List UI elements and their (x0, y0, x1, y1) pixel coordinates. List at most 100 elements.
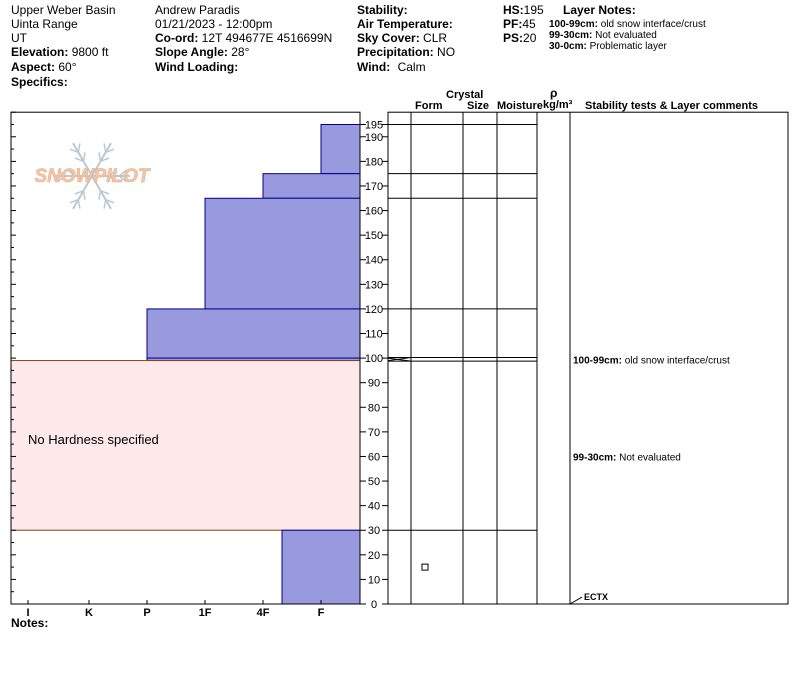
layer-note-2: 99-30cm: Not evaluated (549, 30, 657, 41)
sky-label: Sky Cover: (357, 31, 420, 45)
location: Upper Weber Basin (11, 3, 116, 17)
elevation-value: 9800 ft (71, 45, 109, 59)
ps: PS:20 (503, 31, 536, 45)
hardness-axis: I K P 1F 4F F (26, 600, 325, 619)
aspect: Aspect: 60° (11, 60, 77, 74)
hardness-tick-label: F (318, 607, 325, 619)
precip-label: Precipitation: (357, 45, 434, 59)
layer-note-text: Problematic layer (589, 41, 667, 52)
layer-note-range: 99-30cm: (549, 30, 593, 41)
pf-value: 45 (522, 17, 536, 31)
snowflake-branch (82, 152, 86, 162)
crystal-marker (421, 563, 429, 571)
snowpilot-logo: SNOWPILOT (34, 142, 151, 210)
elevation: Elevation: 9800 ft (11, 45, 108, 59)
wind: Wind: Calm (357, 60, 426, 74)
snowflake-arm (72, 142, 93, 177)
slope-value: 28° (231, 45, 250, 59)
axis-tick-label: 20 (368, 550, 380, 562)
rho-header: ρ (550, 86, 558, 100)
no-hardness-layer (10, 360, 361, 531)
snowflake-branch (82, 190, 86, 200)
hs-value: 195 (523, 3, 544, 17)
form-header: Form (415, 100, 443, 112)
hardness-bar (262, 173, 361, 199)
snowflake-branch (118, 169, 127, 177)
snowflake-branch (103, 199, 107, 209)
aspect-value: 60° (58, 60, 77, 74)
layer-note-range: 100-99cm: (549, 19, 598, 30)
snowflake-arm (72, 175, 93, 210)
logo-text: SNOWPILOT (34, 166, 150, 187)
datetime: 01/21/2023 - 12:00pm (155, 17, 273, 31)
hardness-bar (146, 308, 361, 359)
range: Uinta Range (11, 17, 78, 31)
snowflake-branch (100, 190, 110, 195)
axis-tick-label: 140 (365, 255, 383, 267)
snowflake-arm (91, 175, 112, 210)
axis-tick-label: 30 (368, 525, 380, 537)
snowflake-branch (77, 143, 81, 153)
moisture-header: Moisture (497, 100, 543, 112)
snowflake-branch (105, 148, 115, 154)
axis-tick-label: 10 (368, 574, 380, 586)
axis-tick-label: 190 (365, 132, 383, 144)
hardness-bar (320, 123, 361, 175)
snowflake-branch (105, 198, 115, 204)
axis-tick-label: 50 (368, 476, 380, 488)
wind-loading-label: Wind Loading: (155, 60, 239, 74)
snowflake-branch (69, 148, 79, 154)
layer-comment: 99-30cm: Not evaluated (573, 452, 681, 463)
hardness-tick-label: 1F (199, 607, 212, 619)
axis-tick-label: 110 (365, 329, 383, 341)
ps-label: PS: (503, 31, 524, 45)
axis-tick-label: 160 (365, 206, 383, 218)
hardness-bar (204, 197, 361, 310)
observer: Andrew Paradis (155, 3, 240, 17)
axis-tick-label: 0 (371, 599, 377, 611)
snowflake-branch (77, 199, 81, 209)
crystal-header: Crystal (446, 89, 484, 101)
axis-tick-label: 130 (365, 279, 383, 291)
snowflake-branch (118, 175, 127, 183)
snowflake-branch (57, 175, 66, 183)
wind-label: Wind: (357, 60, 391, 74)
axis-tick-label: 120 (365, 304, 383, 316)
axis-tick-label: 40 (368, 501, 380, 513)
aspect-label: Aspect: (11, 60, 56, 74)
sky-cover: Sky Cover: CLR (357, 31, 447, 45)
ps-value: 20 (523, 31, 537, 45)
snowflake-branch (100, 157, 110, 162)
hardness-tick-label: 4F (257, 607, 270, 619)
snowflake-branch (57, 169, 66, 177)
snowflake-branch (98, 152, 102, 162)
size-header: Size (467, 100, 490, 112)
slope: Slope Angle: 28° (155, 45, 249, 59)
stability-label: Stability: (357, 3, 408, 17)
hs-label: HS: (503, 3, 524, 17)
layer-note-range: 30-0cm: (549, 41, 587, 52)
density-unit-header: kg/m³ (543, 99, 573, 111)
layer-connector (387, 357, 412, 362)
layer-note-text: old snow interface/crust (600, 19, 706, 30)
axis-tick-label: 80 (368, 402, 380, 414)
specifics-label: Specifics: (11, 75, 68, 89)
layer-note-text: Not evaluated (595, 30, 657, 41)
layer-note-1: 100-99cm: old snow interface/crust (549, 19, 706, 30)
state: UT (11, 31, 27, 45)
pf: PF:45 (503, 17, 536, 31)
hs: HS:195 (503, 3, 544, 17)
coord: Co-ord: 12T 494677E 4516699N (155, 31, 332, 45)
axis-tick-label: 70 (368, 427, 380, 439)
snowflake-branch (67, 169, 76, 177)
coord-label: Co-ord: (155, 31, 199, 45)
wind-value: Calm (397, 60, 426, 74)
elevation-label: Elevation: (11, 45, 69, 59)
air-temp-label: Air Temperature: (357, 17, 453, 31)
axis-tick-label: 170 (365, 181, 383, 193)
layer-notes-title: Layer Notes: (563, 3, 636, 17)
hardness-tick-label: K (85, 607, 93, 619)
layer-note-3: 30-0cm: Problematic layer (549, 41, 667, 52)
snowflake-branch (108, 169, 117, 177)
